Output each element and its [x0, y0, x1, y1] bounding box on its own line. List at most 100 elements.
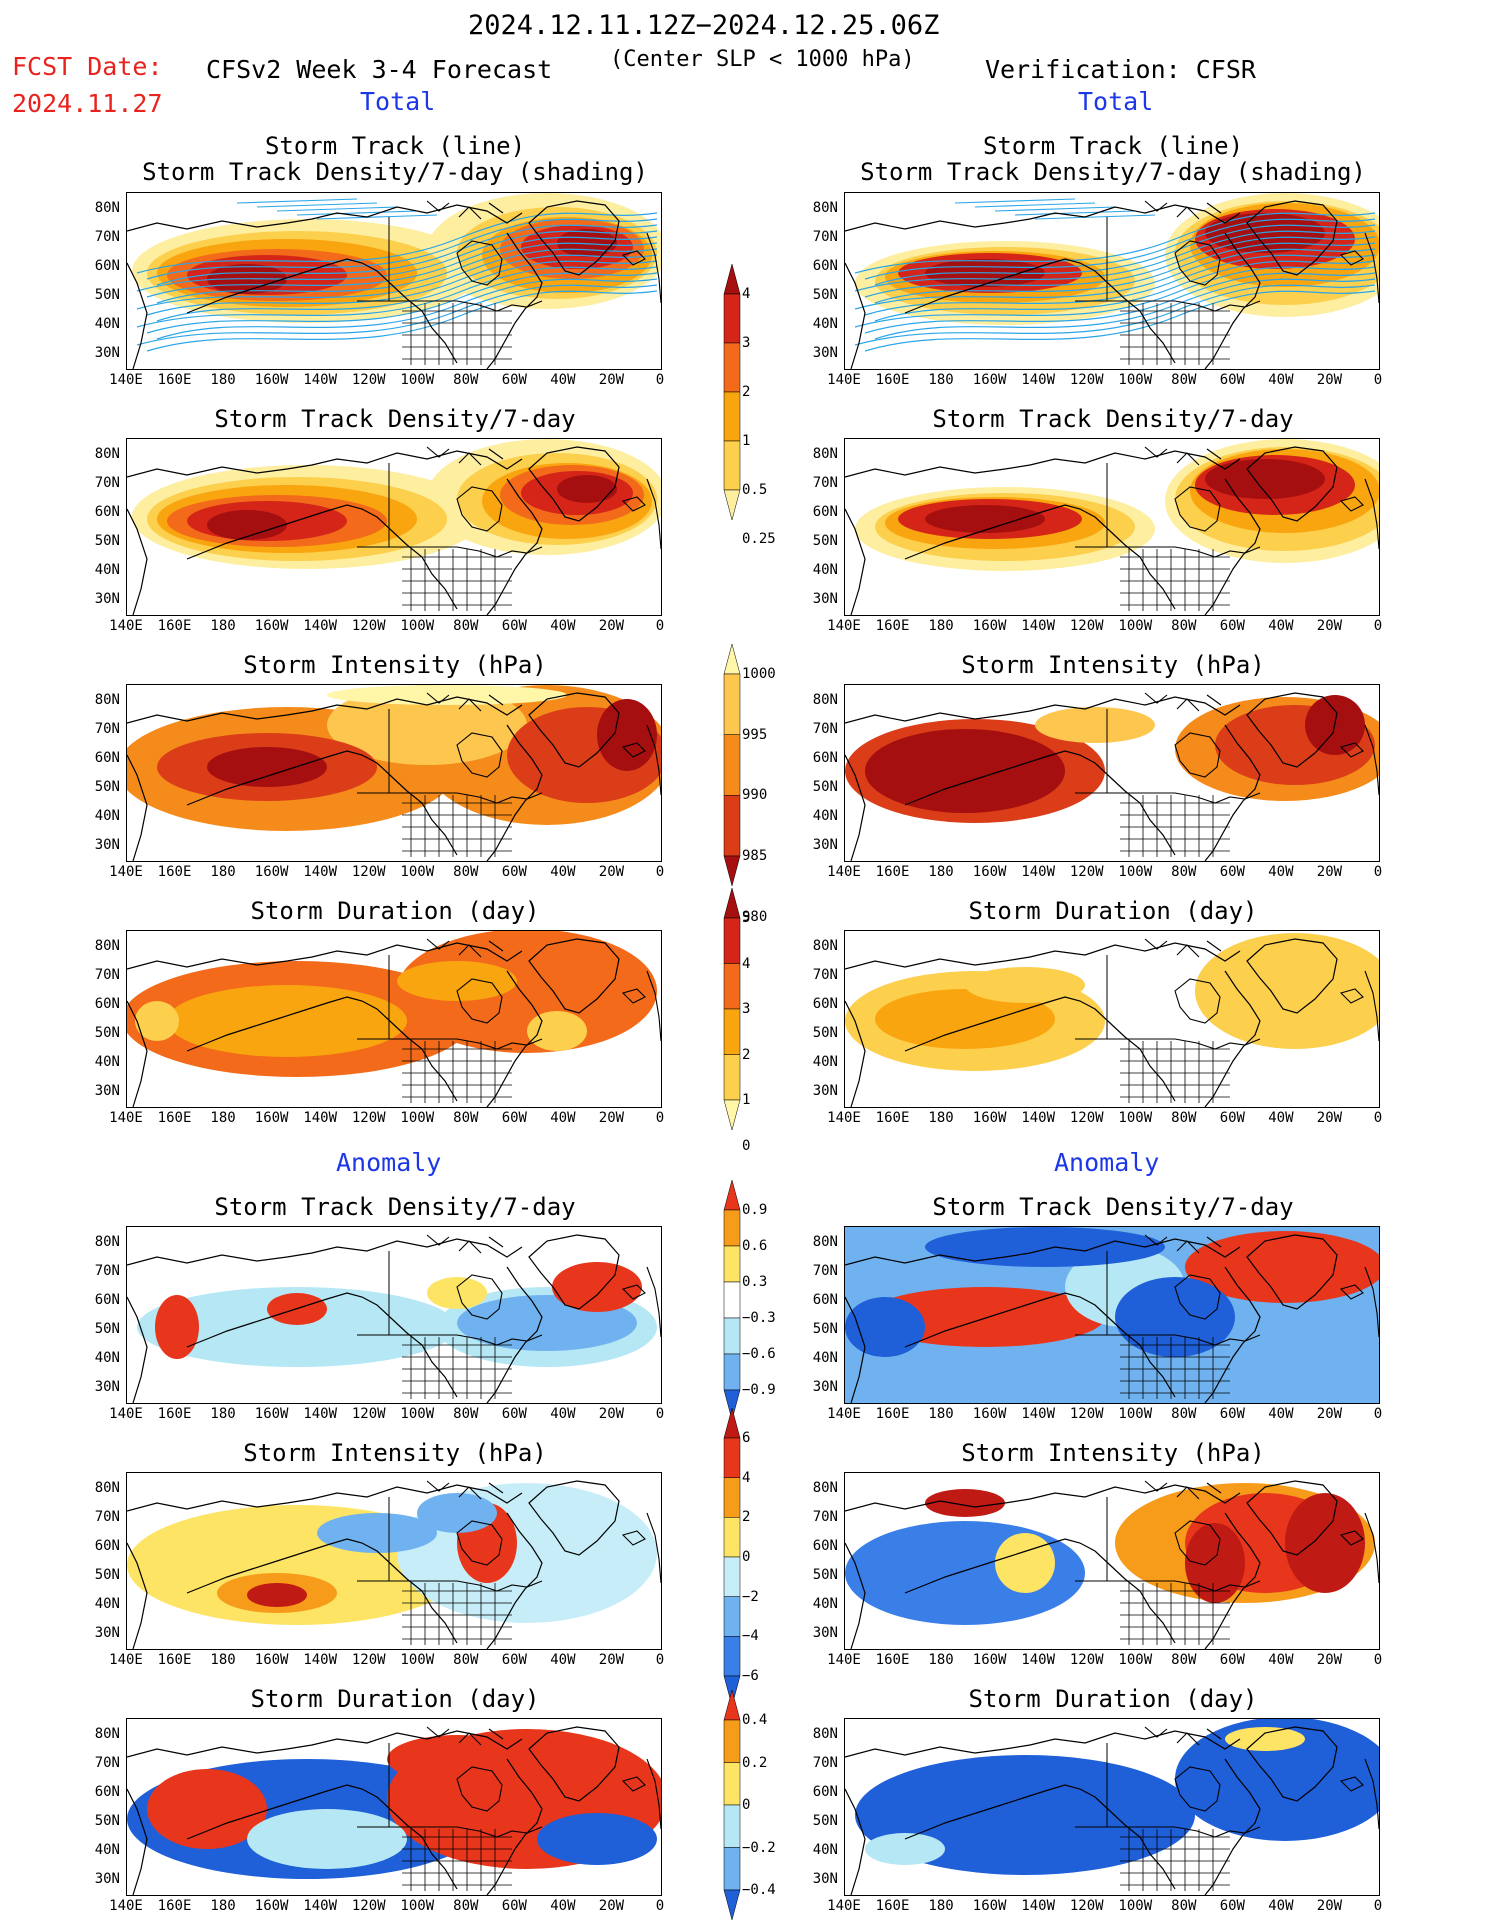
- colorbar-segment: [723, 917, 741, 964]
- panel-title-density-right: Storm Track Density/7-day: [932, 405, 1294, 433]
- map-line: [357, 1038, 543, 1050]
- lon-tick-label: 60W: [501, 864, 527, 880]
- map-line: [1339, 742, 1364, 758]
- map-line: [646, 232, 661, 304]
- colorbar-segment: [723, 1317, 741, 1355]
- map-field: [845, 193, 1379, 369]
- map-line: [845, 754, 866, 861]
- lon-tick-label: 0: [655, 1652, 665, 1668]
- lat-tick-label: 70N: [812, 1755, 838, 1771]
- colorbar-label: 0: [742, 1137, 751, 1154]
- lon-tick-label: 60W: [1219, 372, 1245, 388]
- lon-tick-label: 120W: [1069, 372, 1104, 388]
- field-shading: [1195, 933, 1379, 1049]
- lon-tick-label: 0: [1373, 1652, 1383, 1668]
- map-line: [646, 724, 661, 796]
- map-line: [316, 214, 438, 220]
- colorbar-label: 5: [742, 910, 751, 926]
- panel-title-anom-density-right: Storm Track Density/7-day: [932, 1193, 1294, 1221]
- map-line: [486, 724, 543, 861]
- lat-tick-label: 80N: [812, 938, 838, 954]
- map-panel-row3-right: [844, 684, 1380, 862]
- map-line: [146, 272, 658, 334]
- panel-title-intensity-left: Storm Intensity (hPa): [243, 651, 547, 679]
- field-shading: [155, 1295, 199, 1359]
- lon-tick-label: 100W: [400, 1652, 435, 1668]
- lat-tick-label: 50N: [94, 1813, 120, 1829]
- lon-tick-label: 80W: [1171, 1110, 1197, 1126]
- map-line: [186, 1292, 458, 1398]
- lon-tick-label: 60W: [501, 372, 527, 388]
- panel-title-anom-density-left: Storm Track Density/7-day: [214, 1193, 576, 1221]
- map-line: [357, 792, 543, 804]
- map-line: [127, 942, 523, 970]
- lon-tick-label: 160E: [875, 1898, 910, 1914]
- lon-tick-label: 40W: [550, 1652, 576, 1668]
- map-line: [127, 1730, 523, 1758]
- lon-tick-label: 80W: [453, 1406, 479, 1422]
- lon-tick-label: 100W: [400, 618, 435, 634]
- map-line: [854, 284, 1376, 346]
- map-line: [426, 1480, 504, 1500]
- map-line: [1144, 1726, 1222, 1746]
- map-line: [528, 1480, 620, 1556]
- map-line: [127, 1484, 523, 1512]
- panel-title-track-shading-left: Storm Track Density/7-day (shading): [142, 158, 648, 186]
- lon-tick-label: 0: [1373, 864, 1383, 880]
- colorbar-segment: [723, 1762, 741, 1806]
- right-anomaly-label: Anomaly: [1054, 1148, 1160, 1177]
- colorbar-segment: [723, 1353, 741, 1391]
- field-shading: [995, 1533, 1055, 1593]
- field-shading: [1175, 1719, 1379, 1841]
- map-line: [1246, 200, 1338, 276]
- lon-tick-label: 100W: [1118, 618, 1153, 634]
- map-field: [127, 931, 661, 1107]
- lon-tick-label: 40W: [550, 1110, 576, 1126]
- lon-tick-label: 40W: [1268, 1652, 1294, 1668]
- lon-tick-label: 80W: [453, 1110, 479, 1126]
- map-line: [528, 1726, 620, 1802]
- lon-tick-label: 20W: [598, 1652, 625, 1668]
- colorbar-segment: [723, 963, 741, 1010]
- lat-tick-label: 30N: [812, 837, 838, 853]
- lon-tick-label: 60W: [1219, 1110, 1245, 1126]
- map-line: [146, 218, 658, 280]
- map-line: [528, 446, 620, 522]
- map-line: [486, 478, 543, 615]
- lat-tick-label: 40N: [94, 808, 120, 824]
- map-line: [646, 1512, 661, 1584]
- colorbar-segment: [723, 489, 741, 520]
- lon-tick-label: 80W: [1171, 1652, 1197, 1668]
- field-shading: [925, 1489, 1005, 1517]
- lon-tick-label: 20W: [598, 1110, 625, 1126]
- field-shading: [207, 747, 327, 787]
- field-shading: [875, 989, 1055, 1049]
- lat-tick-label: 40N: [94, 1596, 120, 1612]
- lat-tick-label: 40N: [94, 1350, 120, 1366]
- colorbar-label: 2: [742, 1509, 751, 1526]
- map-panel-row6-right: [844, 1472, 1380, 1650]
- lat-tick-label: 60N: [812, 1292, 838, 1308]
- lat-tick-label: 50N: [812, 533, 838, 549]
- lat-tick-label: 60N: [812, 258, 838, 274]
- map-line: [874, 242, 1376, 304]
- map-line: [1339, 1530, 1364, 1546]
- lat-tick-label: 70N: [94, 967, 120, 983]
- panel-title-duration-left: Storm Duration (day): [250, 897, 540, 925]
- map-field: [127, 1234, 661, 1403]
- lat-tick-label: 70N: [94, 1509, 120, 1525]
- map-line: [127, 262, 148, 369]
- map-line: [845, 1788, 866, 1895]
- panel-title-anom-intensity-left: Storm Intensity (hPa): [243, 1439, 547, 1467]
- map-line: [1144, 200, 1222, 220]
- lon-tick-label: 140E: [109, 1652, 143, 1668]
- map-line: [1174, 1274, 1221, 1320]
- map-line: [456, 1274, 503, 1320]
- lon-tick-label: 100W: [1118, 1652, 1153, 1668]
- lat-tick-label: 50N: [94, 1567, 120, 1583]
- lon-tick-label: 0: [1373, 372, 1383, 388]
- lat-tick-label: 50N: [94, 779, 120, 795]
- lat-tick-label: 70N: [812, 475, 838, 491]
- colorbar-segment: [723, 1054, 741, 1101]
- colorbar-segment: [723, 1099, 741, 1130]
